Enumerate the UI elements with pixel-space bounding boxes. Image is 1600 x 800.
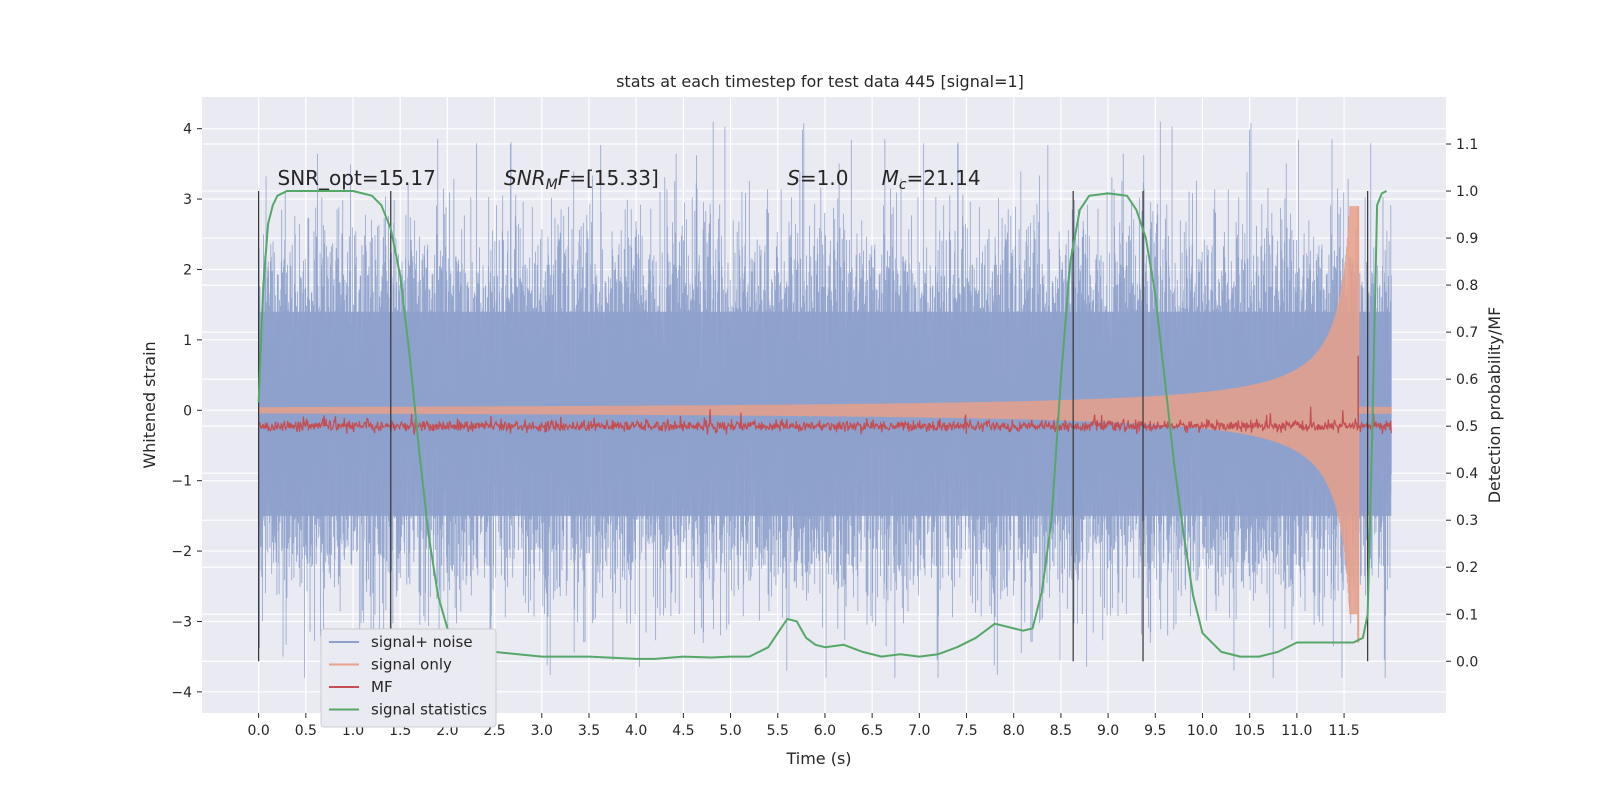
x-tick-label: 9.5 bbox=[1144, 723, 1166, 739]
annotation-part: S bbox=[787, 166, 800, 190]
annotation: S=1.0 bbox=[787, 166, 848, 190]
legend-label: signal+ noise bbox=[371, 633, 473, 651]
annotation-part: M bbox=[546, 177, 558, 193]
y-tick-label: 4 bbox=[183, 122, 192, 138]
y-tick-label: −4 bbox=[171, 685, 192, 701]
y2-tick-label: 0.5 bbox=[1456, 419, 1478, 435]
annotation-part: F bbox=[558, 166, 570, 190]
x-tick-label: 4.0 bbox=[625, 723, 647, 739]
x-tick-label: 7.5 bbox=[955, 723, 977, 739]
x-tick-label: 5.5 bbox=[767, 723, 789, 739]
x-tick-label: 6.5 bbox=[861, 723, 883, 739]
y-axis-title: Whitened strain bbox=[140, 341, 159, 468]
y-tick-label: 1 bbox=[183, 333, 192, 349]
annotation: Mc=21.14 bbox=[882, 166, 981, 193]
annotation-part: =1.0 bbox=[800, 166, 849, 190]
legend: signal+ noise signal only MF signal statist… bbox=[320, 628, 497, 728]
legend-label: MF bbox=[371, 678, 393, 696]
y2-tick-label: 1.0 bbox=[1456, 184, 1478, 200]
annotations: SNR_opt=15.17 SNRMF=[15.33] S=1.0 Mc=21.14 bbox=[278, 166, 981, 193]
annotation: SNRMF=[15.33] bbox=[504, 166, 659, 193]
y2-tick-label: 0.8 bbox=[1456, 278, 1478, 294]
y-tick-label: −2 bbox=[171, 544, 192, 560]
y-tick-label: 3 bbox=[183, 192, 192, 208]
y2-tick-label: 1.1 bbox=[1456, 137, 1478, 153]
x-tick-label: 11.5 bbox=[1328, 723, 1359, 739]
y2-tick-label: 0.0 bbox=[1456, 654, 1478, 670]
x-tick-label: 7.0 bbox=[908, 723, 930, 739]
y2-tick-label: 0.7 bbox=[1456, 325, 1478, 341]
x-tick-label: 3.0 bbox=[531, 723, 553, 739]
y-tick-label: 2 bbox=[183, 262, 192, 278]
series-signal-statistics bbox=[257, 190, 1387, 660]
y2-tick-label: 0.6 bbox=[1456, 372, 1478, 388]
y2-tick-label: 0.9 bbox=[1456, 231, 1478, 247]
y2-tick-label: 0.3 bbox=[1456, 513, 1478, 529]
chart-title: stats at each timestep for test data 445… bbox=[616, 72, 1024, 91]
annotation-part: =[15.33] bbox=[569, 166, 659, 190]
x-axis-title: Time (s) bbox=[785, 749, 851, 768]
x-tick-label: 0.5 bbox=[295, 723, 317, 739]
y2-axis-title: Detection probability/MF bbox=[1485, 307, 1504, 504]
annotation: SNR_opt=15.17 bbox=[278, 166, 436, 190]
x-tick-label: 4.5 bbox=[672, 723, 694, 739]
legend-box bbox=[320, 628, 497, 728]
y2-tick-label: 0.2 bbox=[1456, 560, 1478, 576]
x-tick-label: 0.0 bbox=[247, 723, 269, 739]
y2-tick-label: 0.1 bbox=[1456, 607, 1478, 623]
x-tick-label: 6.0 bbox=[814, 723, 836, 739]
x-tick-label: 10.0 bbox=[1187, 723, 1218, 739]
y-tick-label: −3 bbox=[171, 614, 192, 630]
x-tick-label: 10.5 bbox=[1234, 723, 1265, 739]
legend-label: signal statistics bbox=[371, 701, 487, 719]
series-mf bbox=[258, 406, 1392, 435]
x-tick-label: 8.0 bbox=[1003, 723, 1025, 739]
annotation-part: c bbox=[899, 177, 907, 193]
legend-label: signal only bbox=[371, 656, 452, 674]
x-tick-label: 5.0 bbox=[719, 723, 741, 739]
x-tick-label: 3.5 bbox=[578, 723, 600, 739]
axes: 0.0 0.5 1.0 1.5 2.0 2.5 3.0 3.5 4.0 4.5 5.0 5.5 6.0 6… bbox=[171, 122, 1478, 739]
y-tick-label: 0 bbox=[183, 403, 192, 419]
annotation-part: SNR bbox=[504, 166, 546, 190]
y2-tick-label: 0.4 bbox=[1456, 466, 1478, 482]
y-tick-label: −1 bbox=[171, 474, 192, 490]
annotation-part: M bbox=[882, 166, 899, 190]
x-tick-label: 8.5 bbox=[1050, 723, 1072, 739]
plot-area bbox=[257, 121, 1392, 678]
x-tick-label: 11.0 bbox=[1281, 723, 1312, 739]
annotation-part: =21.14 bbox=[907, 166, 981, 190]
x-tick-label: 9.0 bbox=[1097, 723, 1119, 739]
